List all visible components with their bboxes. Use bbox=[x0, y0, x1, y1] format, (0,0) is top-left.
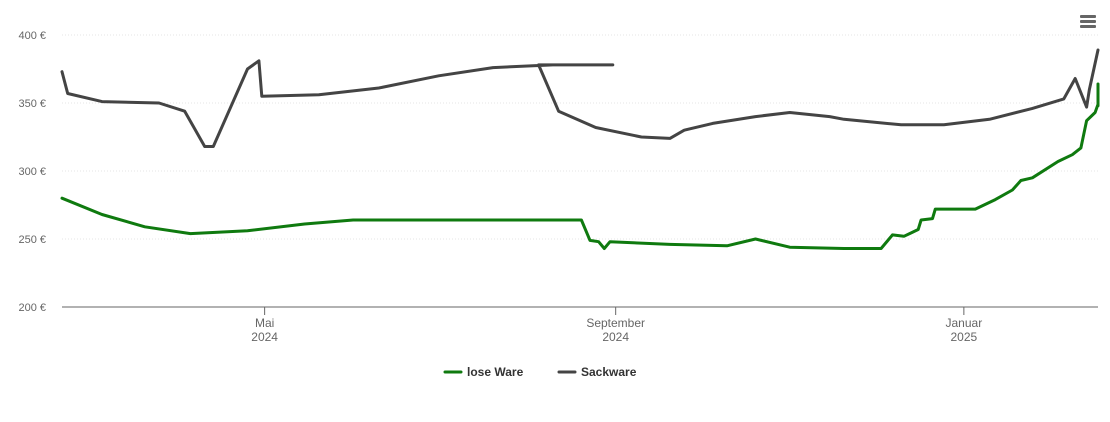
y-tick-label: 300 € bbox=[18, 166, 46, 178]
y-tick-label: 400 € bbox=[18, 30, 46, 42]
legend: lose Ware Sackware bbox=[443, 365, 637, 379]
legend-label: Sackware bbox=[581, 365, 637, 379]
chart-menu-button[interactable] bbox=[1076, 12, 1100, 32]
y-tick-label: 250 € bbox=[18, 234, 46, 246]
series-line-sackware[interactable] bbox=[60, 48, 1100, 148]
x-tick-label-year: 2024 bbox=[602, 330, 629, 344]
legend-label: lose Ware bbox=[467, 365, 524, 379]
legend-item-lose-ware[interactable]: lose Ware bbox=[443, 365, 524, 379]
hamburger-icon bbox=[1080, 20, 1096, 23]
x-tick-label-month: Mai bbox=[255, 316, 274, 330]
x-tick-label-month: Januar bbox=[946, 316, 983, 330]
y-tick-label: 200 € bbox=[18, 302, 46, 314]
series-layer bbox=[60, 48, 1100, 250]
x-tick-label-year: 2024 bbox=[251, 330, 278, 344]
axis-layer: 200 €250 €300 €350 €400 €Mai2024Septembe… bbox=[18, 30, 1098, 344]
x-tick-label-month: September bbox=[586, 316, 645, 330]
series-line-lose-ware[interactable] bbox=[60, 82, 1100, 250]
x-tick-label-year: 2025 bbox=[951, 330, 978, 344]
hamburger-icon bbox=[1080, 15, 1096, 18]
y-tick-label: 350 € bbox=[18, 98, 46, 110]
legend-item-sackware[interactable]: Sackware bbox=[557, 365, 637, 379]
hamburger-icon bbox=[1080, 25, 1096, 28]
